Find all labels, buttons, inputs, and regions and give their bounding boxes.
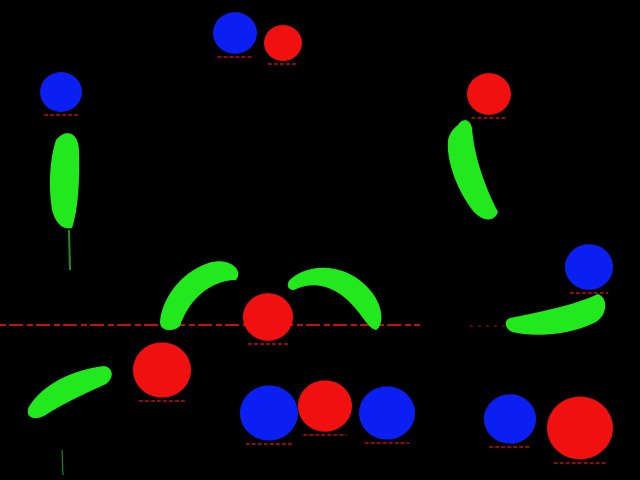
green-banana — [287, 267, 382, 330]
red-ball — [547, 396, 613, 460]
green-banana — [49, 133, 80, 229]
red-ball — [298, 380, 352, 432]
vertical-stem — [61, 449, 64, 476]
blue-ball — [40, 72, 82, 112]
green-banana — [160, 261, 239, 331]
vertical-stem — [68, 229, 71, 271]
objects-layer — [27, 12, 613, 464]
green-banana — [27, 366, 112, 419]
blue-ball — [359, 386, 415, 440]
blue-ball — [484, 394, 536, 444]
red-ball — [264, 24, 302, 62]
red-ball — [133, 342, 191, 398]
red-ball — [243, 293, 293, 341]
blue-ball — [213, 12, 257, 54]
green-banana — [505, 294, 606, 335]
blue-ball — [565, 244, 613, 290]
blue-ball — [240, 385, 298, 441]
green-banana — [447, 120, 498, 220]
red-ball — [467, 73, 511, 115]
